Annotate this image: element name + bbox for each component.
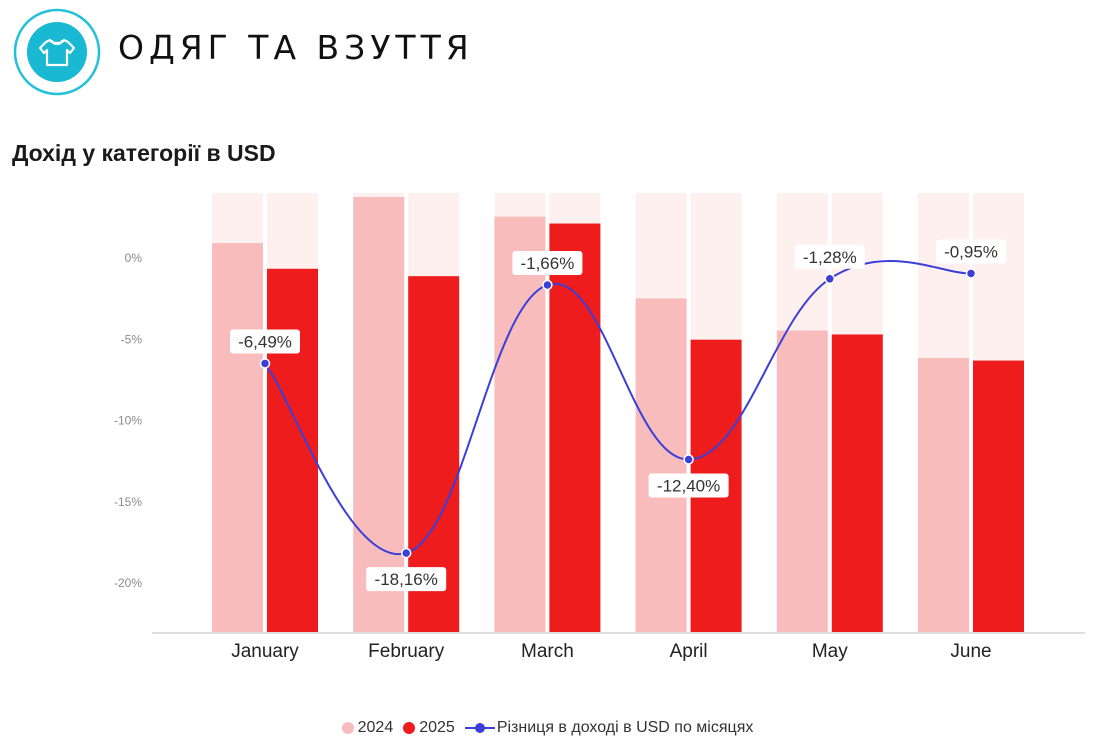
- bar-background-layer: [212, 193, 1024, 632]
- legend-label-2025: 2025: [419, 719, 455, 736]
- legend-label-difference: Різниця в доході в USD по місяцях: [496, 719, 754, 736]
- legend-item-difference[interactable]: Різниця в доході в USD по місяцях: [464, 719, 754, 737]
- data-label-text: -0,95%: [944, 242, 998, 261]
- data-label-box: [648, 473, 729, 498]
- data-label-january: -6,49%: [230, 329, 300, 354]
- y-tick-label-1: -5%: [121, 332, 143, 346]
- legend-label-2024: 2024: [357, 719, 394, 736]
- difference-point-april[interactable]: [683, 454, 694, 465]
- data-label-text: -12,40%: [657, 477, 720, 496]
- bar-2024-may[interactable]: [776, 330, 828, 632]
- x-tick-label-may: May: [812, 641, 848, 662]
- y-tick-label-2: -10%: [114, 414, 142, 428]
- y-tick-label-3: -15%: [114, 495, 142, 509]
- data-label-box: [512, 250, 583, 275]
- legend-item-2025[interactable]: 2025: [403, 719, 455, 737]
- page-title: ОДЯГ ТА ВЗУТТЯ: [118, 28, 474, 67]
- bar-2024-february[interactable]: [353, 197, 405, 632]
- difference-point-may[interactable]: [824, 273, 836, 285]
- x-tick-label-january: January: [231, 641, 299, 662]
- data-label-box: [936, 239, 1006, 264]
- data-label-text: -6,49%: [238, 332, 292, 351]
- data-label-may: -1,28%: [794, 244, 865, 269]
- bar-2024-january[interactable]: [212, 243, 263, 633]
- x-tick-label-april: April: [670, 641, 708, 662]
- legend-item-2024[interactable]: 2024: [341, 719, 394, 737]
- data-label-june: -0,95%: [936, 239, 1006, 264]
- data-label-text: -1,28%: [803, 248, 857, 267]
- bar-2024-april[interactable]: [635, 298, 687, 632]
- data-labels-layer: -6,49% -18,16% -1,66% -12,40% -1,28% -0,95%: [230, 239, 1006, 592]
- bar-2024-march[interactable]: [494, 216, 546, 632]
- difference-point-march[interactable]: [542, 279, 553, 291]
- data-label-april: -12,40%: [648, 473, 729, 498]
- bar-2025-june[interactable]: [973, 360, 1024, 632]
- data-label-march: -1,66%: [512, 250, 583, 275]
- x-tick-label-march: March: [521, 641, 574, 662]
- data-label-february: -18,16%: [366, 567, 447, 592]
- line-layer: [259, 260, 977, 559]
- data-label-box: [366, 567, 447, 592]
- data-label-box: [230, 329, 300, 354]
- bar-2024-june[interactable]: [918, 357, 969, 632]
- header-icon: [13, 8, 101, 96]
- axis-layer: January February March April May June 0% -5% -10…: [114, 251, 1085, 662]
- legend-swatch-2024: [341, 722, 354, 734]
- bar-2025-may[interactable]: [831, 334, 883, 632]
- difference-point-june[interactable]: [965, 268, 977, 279]
- y-tick-label-0: 0%: [125, 251, 143, 265]
- data-label-text: -18,16%: [375, 570, 438, 589]
- y-tick-label-4: -20%: [114, 576, 142, 590]
- legend-swatch-2025: [403, 722, 416, 734]
- chart-title: Дохід у категорії в USD: [12, 140, 276, 166]
- legend-swatch-difference: [464, 722, 495, 734]
- difference-point-january[interactable]: [259, 358, 271, 369]
- x-tick-label-june: June: [950, 641, 991, 662]
- difference-point-february[interactable]: [400, 547, 412, 559]
- data-label-text: -1,66%: [520, 254, 574, 273]
- t-shirt-icon: [38, 38, 76, 67]
- x-tick-label-february: February: [368, 641, 445, 662]
- legend: 2024 2025 Різниця в доході в USD по міся…: [0, 716, 1095, 740]
- data-label-box: [794, 244, 865, 269]
